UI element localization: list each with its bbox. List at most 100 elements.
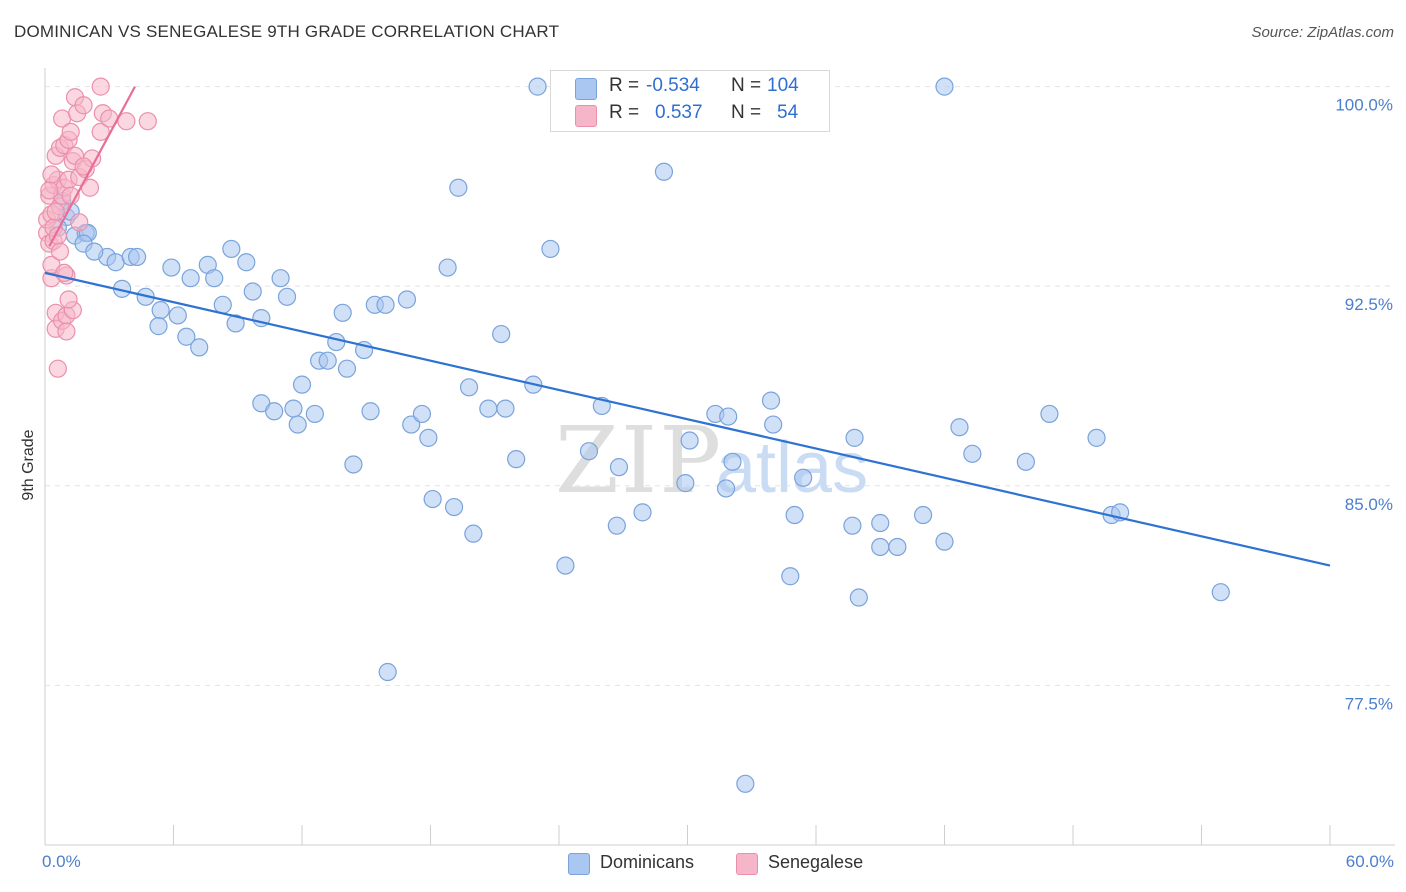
y-axis-label: 9th Grade [20,429,37,500]
legend-row-senegalese: R = 0.537 N = 54 [551,102,829,128]
dominicans-point [761,391,781,410]
dominicans-point [781,567,800,586]
dominicans-point [213,295,232,314]
dominicans-point [190,338,209,357]
dominicans-point [459,378,479,397]
legend-swatch-senegalese [575,105,597,127]
dominicans-point [449,178,468,197]
trend-lines [44,86,1331,567]
dominicans-point [444,497,464,517]
dominicans-point [333,303,352,322]
dominicans-point [205,269,224,288]
legend-r-label: R = [609,102,640,123]
dominicans-point [888,537,907,557]
senegalese-point [59,290,78,309]
legend-n-value: 104 [767,75,799,96]
legend-n-value: 54 [777,102,799,123]
watermark-atlas: atlas [716,428,868,508]
dominicans-point [226,314,245,333]
y-tick-label: 92.5% [1345,295,1393,314]
dominicans-point [556,556,575,575]
source-label: Source: ZipAtlas.com [1251,24,1394,41]
dominicans-point [579,442,599,461]
dominicans-point [607,516,626,535]
dominicans-point [284,399,303,418]
dominicans-point [337,359,357,378]
senegalese-trend-line [48,86,136,247]
watermark: ZIP atlas [555,407,868,514]
dominicans-point [85,242,104,261]
dominicans-point [378,662,397,682]
dominicans-point [1087,428,1106,447]
dominicans-trend-line [44,271,1331,567]
dominicans-point [736,774,755,793]
bottom-swatch-senegalese [736,853,758,875]
x-tick-max: 60.0% [1345,852,1394,871]
dominicans-points [48,77,1230,793]
dominicans-point [1040,404,1059,424]
dominicans-point [935,77,954,96]
y-tick-label: 77.5% [1345,694,1393,713]
senegalese-points [38,77,157,378]
senegalese-point [42,165,61,184]
dominicans-point [464,524,483,543]
dominicans-point [963,444,982,463]
legend-swatch-dominicans [575,78,597,100]
dominicans-point [271,269,290,288]
legend-r-label: R = [609,75,640,96]
dominicans-point [719,407,738,426]
watermark-zip: ZIP [555,407,723,514]
y-tick-label: 100.0% [1335,96,1393,115]
dominicans-point [785,505,804,525]
dominicans-point [528,77,547,96]
legend-n-label: N = [731,75,762,96]
dominicans-point [162,258,181,277]
dominicans-point [151,301,170,320]
senegalese-point [91,122,110,141]
legend-r-value: -0.534 [646,75,700,96]
dominicans-point [633,503,652,522]
senegalese-point [74,96,93,115]
dominicans-point [507,450,526,469]
dominicans-point [344,455,363,474]
senegalese-point [50,242,70,261]
dominicans-point [1211,583,1230,602]
dominicans-point [305,404,324,424]
dominicans-point [716,479,736,498]
dominicans-point [723,452,742,471]
y-tick-label: 85.0% [1345,495,1393,514]
dominicans-point [845,428,864,447]
dominicans-point [361,402,380,421]
dominicans-point [479,399,498,418]
senegalese-point [46,202,65,221]
dominicans-point [764,415,783,434]
correlation-legend: R = -0.534 N = 104 R = 0.537 N = 54 [550,70,830,132]
senegalese-point [91,77,110,96]
dominicans-point [849,588,868,607]
senegalese-point [57,322,76,341]
dominicans-point [680,431,699,450]
dominicans-point [376,295,395,314]
senegalese-point [61,122,80,141]
grid-lines [45,86,1395,686]
dominicans-point [288,415,307,434]
dominicans-point [654,162,674,181]
bottom-label-dominicans: Dominicans [600,852,695,872]
bottom-swatch-dominicans [568,853,590,875]
legend-row-dominicans: R = -0.534 N = 104 [551,75,829,101]
dominicans-point [412,404,432,424]
dominicans-point [243,282,262,301]
dominicans-point [950,418,969,437]
dominicans-point [149,317,168,336]
dominicans-point [181,269,200,288]
dominicans-point [177,327,196,346]
dominicans-point [277,287,297,306]
senegalese-point [117,112,136,131]
dominicans-point [935,532,954,551]
dominicans-point [423,489,442,509]
senegalese-point [40,181,59,200]
dominicans-point [397,290,417,309]
dominicans-point [913,505,933,525]
chart-title: DOMINICAN VS SENEGALESE 9TH GRADE CORREL… [14,22,560,41]
dominicans-point [327,332,346,352]
